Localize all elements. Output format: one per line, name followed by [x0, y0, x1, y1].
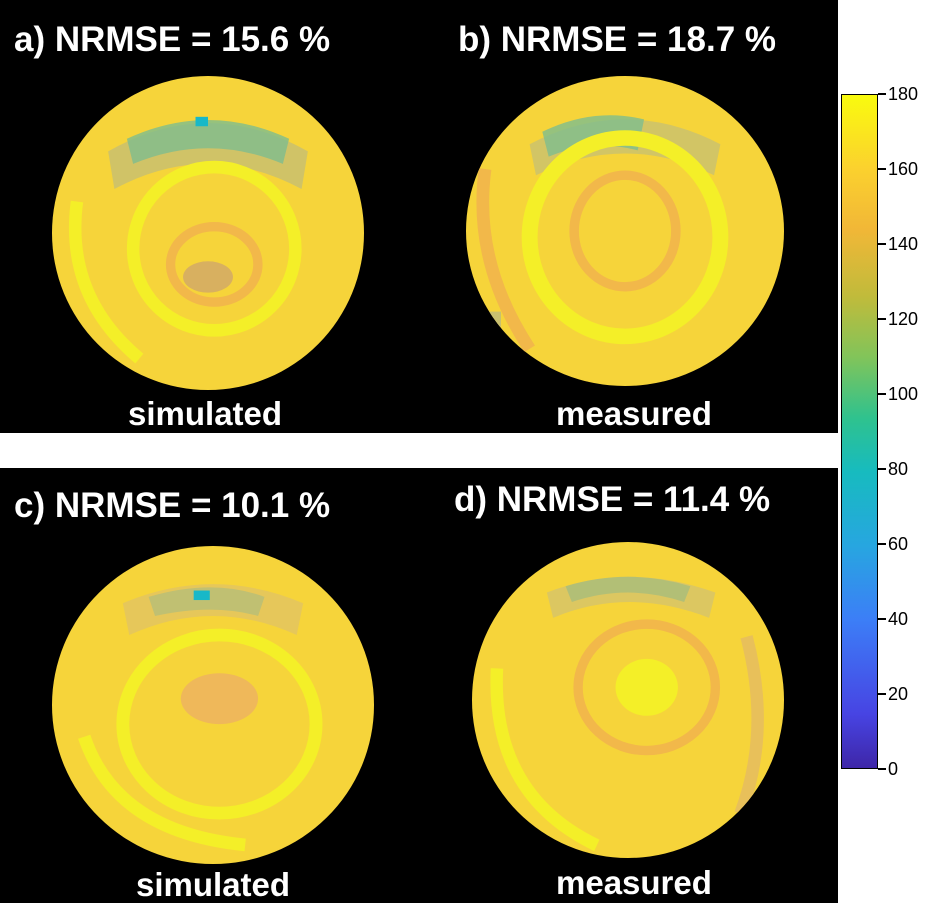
colorbar-tick-label: 0 — [888, 759, 899, 779]
colorbar-tick — [878, 393, 886, 395]
panel-d-label: measured — [556, 864, 712, 901]
colorbar-tick — [878, 318, 886, 320]
panel-a-map-image — [52, 76, 364, 390]
panel-c-map — [52, 546, 374, 864]
colorbar-tick — [878, 468, 886, 470]
panel-a-map — [52, 76, 364, 390]
panel-a-label: simulated — [128, 395, 283, 432]
colorbar-tick — [878, 618, 886, 620]
colorbar-tick — [878, 93, 886, 95]
colorbar-tick-label: 120 — [888, 309, 919, 329]
colorbar-tick — [878, 543, 886, 545]
panel-d-title: d) NRMSE = 11.4 % — [454, 480, 771, 519]
colorbar — [841, 94, 878, 769]
colorbar-tick-label: 140 — [888, 234, 919, 254]
panel-c-map-image — [52, 546, 374, 864]
colorbar-tick-label: 100 — [888, 384, 919, 404]
colorbar-tick — [878, 243, 886, 245]
colorbar-tick — [878, 693, 886, 695]
colorbar-tick-label: 60 — [888, 534, 909, 554]
panel-d-map-image — [472, 542, 784, 858]
panel-c-title: c) NRMSE = 10.1 % — [14, 486, 331, 525]
colorbar-tick-label: 80 — [888, 459, 909, 479]
panel-b-map — [466, 76, 784, 386]
panel-d-map — [472, 542, 784, 858]
colorbar-tick-label: 180 — [888, 84, 919, 104]
panel-c-label: simulated — [136, 866, 291, 903]
panel-b-map-image — [466, 76, 784, 386]
panel-b-label: measured — [556, 395, 712, 432]
colorbar-tick-label: 20 — [888, 684, 909, 704]
colorbar-tick-label: 160 — [888, 159, 919, 179]
colorbar-tick — [878, 768, 886, 770]
panel-b-title: b) NRMSE = 18.7 % — [458, 20, 777, 59]
colorbar-tick-label: 40 — [888, 609, 909, 629]
colorbar-tick — [878, 168, 886, 170]
panel-a-title: a) NRMSE = 15.6 % — [14, 20, 331, 59]
